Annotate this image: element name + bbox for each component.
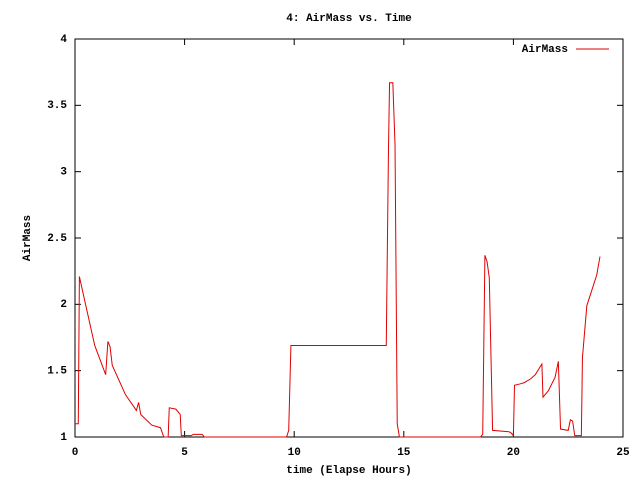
y-axis-label: AirMass <box>22 215 34 261</box>
data-line <box>75 82 601 438</box>
y-tick-label: 1.5 <box>47 366 67 378</box>
x-tick-label: 0 <box>72 447 79 459</box>
y-tick-label: 2 <box>60 299 67 311</box>
plot-frame <box>74 38 624 438</box>
x-tick-label: 25 <box>616 447 630 459</box>
chart-title: 4: AirMass vs. Time <box>286 13 412 25</box>
y-tick-label: 2.5 <box>47 233 67 245</box>
y-tick-label: 4 <box>60 34 67 46</box>
x-axis-label: time (Elapse Hours) <box>286 465 411 477</box>
legend-label: AirMass <box>522 44 568 56</box>
x-tick-label: 10 <box>288 447 301 459</box>
y-tick-label: 3.5 <box>47 100 67 112</box>
y-tick-label: 3 <box>60 167 67 179</box>
x-tick-label: 5 <box>181 447 188 459</box>
x-tick-label: 15 <box>397 447 411 459</box>
y-tick-label: 1 <box>60 432 67 444</box>
x-tick-label: 20 <box>507 447 520 459</box>
